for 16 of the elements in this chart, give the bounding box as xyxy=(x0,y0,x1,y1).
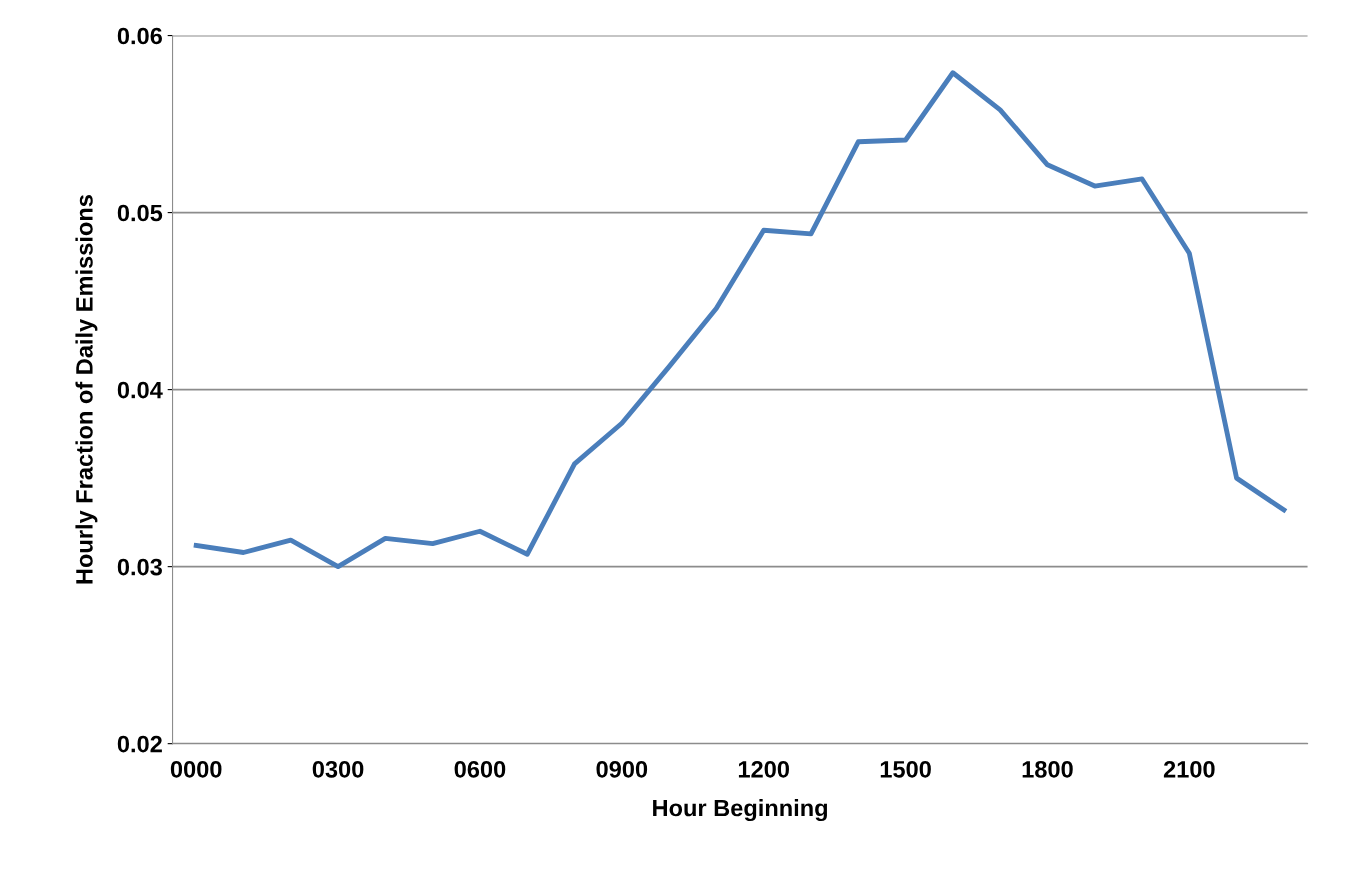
y-tick-label: 0.02 xyxy=(117,735,162,753)
y-tick-label: 0.05 xyxy=(117,204,163,222)
y-tick-label: 0.04 xyxy=(117,381,163,399)
x-tick-label: 0900 xyxy=(596,760,648,778)
line-series xyxy=(193,70,1287,570)
y-axis-title: Hourly Fraction of Daily Emissions xyxy=(75,195,98,584)
x-tick-label: 0300 xyxy=(312,760,364,778)
x-axis-title: Hour Beginning xyxy=(653,799,828,822)
x-tick-label: 1500 xyxy=(880,760,931,778)
x-tick-label: 2100 xyxy=(1163,760,1215,778)
x-tick-label: 1200 xyxy=(738,760,789,778)
y-tick-label: 0.03 xyxy=(117,558,162,576)
y-tick-label: 0.06 xyxy=(117,27,162,45)
x-tick-label: 0600 xyxy=(454,760,506,778)
x-tick-label: 1800 xyxy=(1022,760,1073,778)
x-tick-label: 0000 xyxy=(170,760,222,778)
